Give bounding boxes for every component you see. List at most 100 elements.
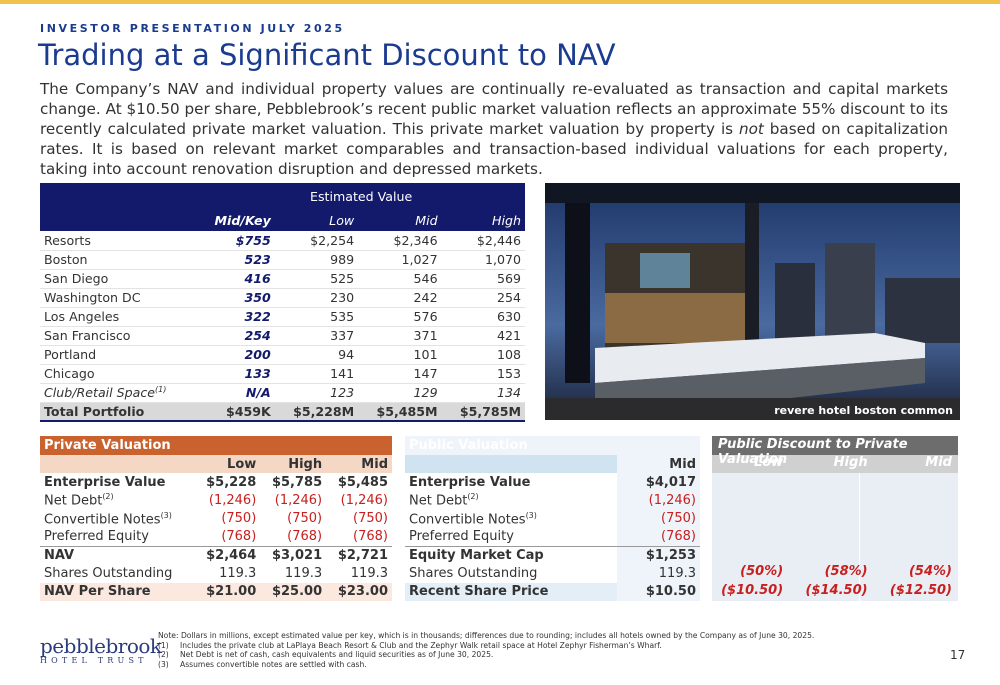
label-text: Portland	[44, 347, 97, 362]
cell: 569	[441, 269, 525, 289]
cell: $4,017	[616, 473, 700, 492]
cell: 254	[441, 288, 525, 308]
intro-emphasis: not	[739, 120, 764, 138]
cell: 546	[358, 269, 442, 289]
row: San Francisco 254 337 371 421	[40, 326, 525, 346]
note-ref: (2)	[102, 492, 114, 502]
row-label: NAV	[40, 545, 195, 565]
label-text: Enterprise Value	[44, 474, 166, 490]
cell: $23.00	[326, 582, 392, 602]
page-number: 17	[950, 648, 966, 662]
cell: ($12.50)	[889, 582, 952, 598]
note-number: (2)	[158, 650, 169, 660]
title: Trading at a Significant Discount to NAV	[38, 38, 616, 72]
cell: 421	[441, 326, 525, 346]
note-number: (1)	[158, 640, 169, 650]
cell: N/A	[197, 383, 275, 403]
title-row: Public Valuation	[405, 436, 700, 455]
row: Chicago 133 141 147 153	[40, 364, 525, 384]
group-header-row: Estimated Value	[40, 183, 525, 209]
cell: (50%)	[740, 564, 784, 580]
discount-title: Public Discount to Private Valuation	[712, 436, 958, 467]
row-label: Net Debt(2)	[405, 491, 617, 509]
cell: 141	[274, 364, 359, 384]
cell: $5,228	[206, 474, 257, 490]
column-header: Mid/Key	[197, 209, 275, 231]
note-text: Net Debt is net of cash, cash equivalent…	[180, 650, 494, 660]
row: Club/Retail Space(1) N/A 123 129 134	[40, 383, 525, 403]
cell: 322	[197, 307, 275, 327]
row: Boston 523 989 1,027 1,070	[40, 250, 525, 270]
row-label: Enterprise Value	[405, 473, 617, 491]
row-label: Convertible Notes(3)	[40, 510, 194, 528]
row-label: Washington DC	[40, 288, 198, 308]
cell: $2,464	[194, 545, 261, 565]
note-ref: (2)	[467, 492, 479, 502]
logo-sub: HOTEL TRUST	[40, 656, 148, 665]
column-header: Mid	[925, 455, 952, 470]
label-text: Convertible Notes	[44, 511, 161, 527]
column-header: Mid	[326, 455, 392, 473]
label-text: Resorts	[44, 232, 91, 248]
cell: 242	[358, 288, 442, 308]
row: Recent Share Price $10.50	[405, 582, 700, 602]
intro: The Company’s NAV and individual propert…	[40, 79, 948, 179]
column-header: High	[441, 209, 525, 231]
label-text: San Diego	[44, 271, 109, 286]
label-text: Preferred Equity	[409, 529, 514, 545]
cell: (768)	[616, 527, 700, 547]
label-text: Total Portfolio	[44, 403, 145, 419]
row-label: San Diego	[40, 269, 198, 289]
estimated-value-table: Estimated Value Mid/Key Low Mid High Resorts $…	[40, 183, 525, 422]
row: Resorts $755 $2,254 $2,346 $2,446	[40, 231, 525, 251]
cell: 337	[274, 326, 359, 346]
cell: (58%)	[824, 564, 868, 580]
note-ref: (3)	[160, 510, 172, 520]
spacer	[40, 183, 198, 209]
title-row: Private Valuation	[40, 436, 392, 455]
label-text: Shares Outstanding	[44, 566, 173, 582]
row-label: Net Debt(2)	[40, 491, 194, 509]
row: ($10.50) ($14.50) ($12.50)	[712, 583, 958, 601]
cell: 1,070	[441, 250, 525, 270]
cell: $2,446	[441, 231, 525, 251]
header-row: Low High Mid	[40, 455, 392, 473]
cell: 254	[197, 326, 275, 346]
header-row: Mid/Key Low Mid High	[40, 209, 525, 231]
column-header: High	[833, 455, 868, 470]
cell: (750)	[287, 511, 323, 527]
row-label: San Francisco	[40, 326, 198, 346]
hotel-photo: revere hotel boston common	[545, 183, 960, 420]
row: Enterprise Value $4,017	[405, 473, 700, 492]
cell: $755	[197, 231, 275, 251]
row: Shares Outstanding 119.3	[405, 564, 700, 583]
cell: (768)	[353, 529, 388, 545]
row: Convertible Notes(3) (750) (750) (750)	[40, 510, 392, 528]
cell: (750)	[353, 511, 388, 527]
row-label: Los Angeles	[40, 307, 198, 327]
note-item: (2) Net Debt is net of cash, cash equival…	[158, 650, 878, 660]
cell: 129	[358, 383, 442, 403]
cell: ($14.50)	[805, 582, 868, 598]
row: Enterprise Value $5,228 $5,785 $5,485	[40, 473, 392, 491]
intro-text: based on capitalization rates. It is bas…	[40, 120, 948, 178]
top-bar	[0, 0, 1000, 4]
label-text: Washington DC	[44, 290, 141, 305]
row: Portland 200 94 101 108	[40, 345, 525, 365]
photo-caption: revere hotel boston common	[774, 404, 953, 417]
cell: (1,246)	[274, 492, 323, 508]
label-text: Recent Share Price	[409, 584, 549, 600]
note-text: Assumes convertible notes are settled wi…	[180, 659, 367, 669]
cell: (768)	[287, 529, 323, 545]
cell: 119.3	[219, 566, 257, 582]
table-title: Private Valuation	[40, 436, 392, 455]
note-ref: (3)	[525, 510, 537, 520]
cell: $5,785M	[441, 402, 525, 422]
label-text: NAV Per Share	[44, 584, 151, 600]
cell: $1,253	[616, 545, 700, 565]
eyebrow: INVESTOR PRESENTATION JULY 2025	[40, 22, 345, 35]
cell: $459K	[197, 402, 275, 422]
footnotes: Note: Dollars in millions, except estima…	[158, 631, 878, 669]
label-text: Shares Outstanding	[409, 566, 538, 582]
